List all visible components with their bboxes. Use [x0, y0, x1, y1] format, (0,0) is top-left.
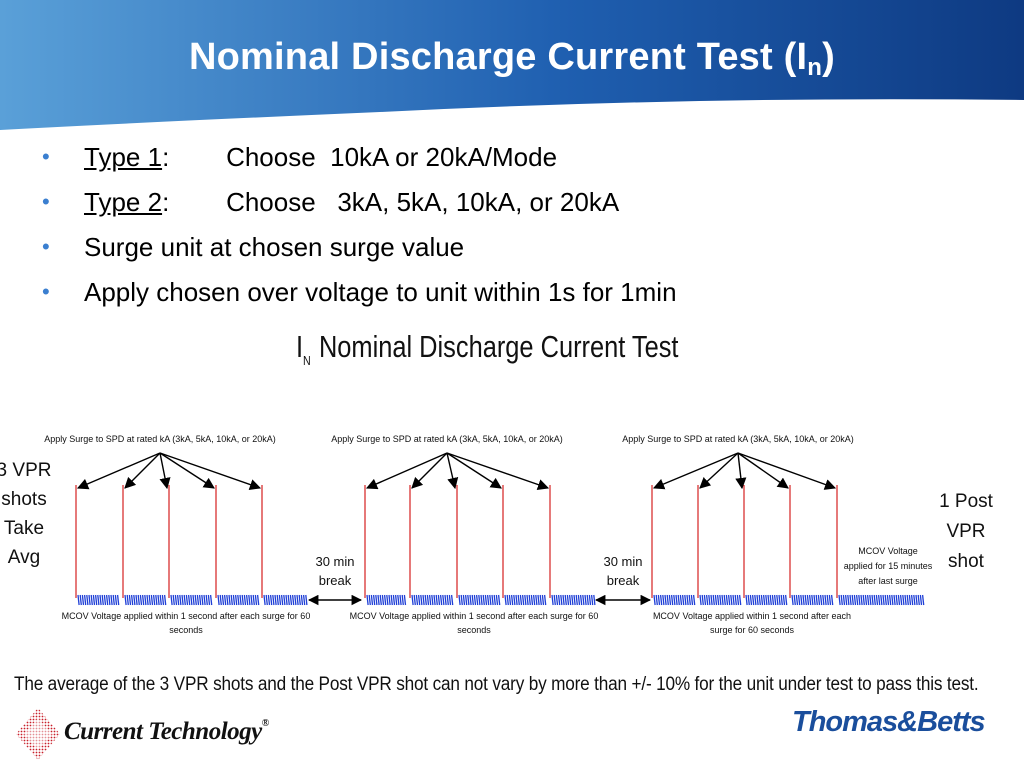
surge-arrow [159, 452, 262, 490]
bullet-dot: • [42, 189, 50, 214]
mcov-final-line-3: after last surge [858, 576, 918, 586]
mcov-final-line-1: MCOV Voltage [858, 546, 918, 556]
bullet-type1-colon: : [162, 142, 170, 172]
mcov-caption-line: surge for 60 seconds [710, 625, 795, 635]
bullet-apply-voltage-text: Apply chosen over voltage to unit within… [84, 277, 677, 307]
mcov-waveform [551, 594, 596, 606]
test-sequence-diagram: IN Nominal Discharge Current Test 3 VPR s… [0, 330, 994, 635]
mcov-waveform [791, 594, 834, 606]
mcov-caption-line: MCOV Voltage applied within 1 second aft… [350, 611, 599, 621]
surge-arrow [652, 452, 739, 490]
bullet-type1-lead: Type 1 [84, 142, 163, 172]
current-technology-wordmark: Current Technology® [64, 718, 269, 746]
slide-title-close: ) [822, 36, 835, 78]
bullet-apply-voltage: • Apply chosen over voltage to unit withi… [40, 273, 990, 318]
mcov-waveform [124, 594, 167, 606]
slide-title-subscript: n [807, 54, 823, 81]
mcov-waveform [411, 594, 454, 606]
right-side-line-1: 1 Post [939, 491, 994, 512]
mcov-final-line-2: applied for 15 minutes [844, 561, 933, 571]
bullet-type1-text: Choose 10kA or 20kA/Mode [226, 142, 558, 172]
bullet-type2-text: Choose 3kA, 5kA, 10kA, or 20kA [226, 187, 620, 217]
break-1-line-2: break [319, 573, 352, 588]
ct-diamond-icon [16, 708, 60, 760]
bullet-type2-lead: Type 2 [84, 187, 163, 217]
bullet-surge-unit-text: Surge unit at chosen surge value [84, 232, 465, 262]
break-label-2: 30 min break [603, 554, 642, 588]
break-label-1: 30 min break [315, 554, 354, 588]
title-banner-background [0, 0, 1024, 130]
ct-registered-mark: ® [261, 718, 269, 729]
mcov-caption-line: MCOV Voltage applied within 1 second aft… [62, 611, 311, 621]
surge-group-2: Apply Surge to SPD at rated kA (3kA, 5kA… [331, 434, 598, 635]
surge-label: Apply Surge to SPD at rated kA (3kA, 5kA… [44, 434, 276, 444]
break-1-line-1: 30 min [315, 554, 354, 569]
break-2-line-1: 30 min [603, 554, 642, 569]
diagram-title: IN Nominal Discharge Current Test [296, 330, 679, 369]
surge-label: Apply Surge to SPD at rated kA (3kA, 5kA… [622, 434, 854, 444]
mcov-final-label: MCOV Voltage applied for 15 minutes afte… [844, 546, 933, 586]
diagram-title-sub: N [303, 353, 311, 368]
mcov-waveform [653, 594, 696, 606]
mcov-waveform [170, 594, 213, 606]
mcov-waveform [838, 594, 925, 606]
surge-arrow [446, 452, 502, 489]
slide-title: Nominal Discharge Current Test (In) [0, 34, 1024, 80]
bullet-surge-unit: • Surge unit at chosen surge value [40, 228, 990, 273]
bullet-dot: • [42, 234, 50, 259]
surge-arrow [446, 452, 550, 490]
left-side-line-3: Take [4, 518, 44, 539]
surge-arrow [446, 452, 459, 490]
surge-group-1: Apply Surge to SPD at rated kA (3kA, 5kA… [44, 434, 310, 635]
mcov-waveform [77, 594, 120, 606]
surge-arrow [124, 452, 161, 489]
right-side-label: 1 Post VPR shot [939, 491, 994, 572]
mcov-waveform [699, 594, 742, 606]
bullet-type2-colon: : [162, 187, 170, 217]
title-banner: Nominal Discharge Current Test (In) [0, 0, 1024, 130]
surge-arrow [159, 452, 215, 489]
mcov-caption-line: seconds [169, 625, 203, 635]
left-side-label: 3 VPR shots Take Avg [0, 460, 51, 568]
left-side-line-4: Avg [8, 547, 40, 568]
mcov-caption-line: seconds [457, 625, 491, 635]
mcov-waveform [217, 594, 260, 606]
surge-arrow [411, 452, 448, 489]
right-side-line-2: VPR [946, 521, 985, 542]
surge-arrow [735, 452, 747, 490]
left-side-line-2: shots [1, 489, 46, 510]
surge-group-3: Apply Surge to SPD at rated kA (3kA, 5kA… [622, 434, 925, 635]
surge-arrow [365, 452, 448, 490]
mcov-waveform [745, 594, 788, 606]
diagram-title-rest: Nominal Discharge Current Test [319, 330, 679, 365]
ct-wordmark-text: Current Technology [64, 718, 262, 745]
bullet-type2: • Type 2: Choose 3kA, 5kA, 10kA, or 20kA [40, 183, 990, 228]
thomas-betts-logo: Thomas&Betts [792, 706, 986, 738]
mcov-waveform [504, 594, 547, 606]
bullet-type1: • Type 1: Choose 10kA or 20kA/Mode [40, 138, 990, 183]
surge-arrow [76, 452, 161, 490]
slide-title-text: Nominal Discharge Current Test (I [189, 36, 808, 78]
mcov-waveform [366, 594, 407, 606]
surge-arrow [737, 452, 789, 489]
bullet-dot: • [42, 279, 50, 304]
mcov-waveform [458, 594, 501, 606]
right-side-line-3: shot [948, 551, 985, 572]
pass-criteria-note: The average of the 3 VPR shots and the P… [14, 674, 979, 695]
bullet-list: • Type 1: Choose 10kA or 20kA/Mode • Type 2… [40, 138, 990, 318]
left-side-line-1: 3 VPR [0, 460, 51, 481]
bullet-dot: • [42, 144, 50, 169]
surge-arrow [737, 452, 837, 490]
mcov-waveform [263, 594, 308, 606]
surge-label: Apply Surge to SPD at rated kA (3kA, 5kA… [331, 434, 563, 444]
surge-groups: Apply Surge to SPD at rated kA (3kA, 5kA… [44, 434, 925, 635]
mcov-caption-line: MCOV Voltage applied within 1 second aft… [653, 611, 851, 621]
surge-arrow [159, 452, 171, 490]
current-technology-logo: Current Technology® [14, 706, 314, 762]
surge-arrow [699, 452, 739, 489]
diagram-title-i: I [296, 330, 303, 365]
break-2-line-2: break [607, 573, 640, 588]
